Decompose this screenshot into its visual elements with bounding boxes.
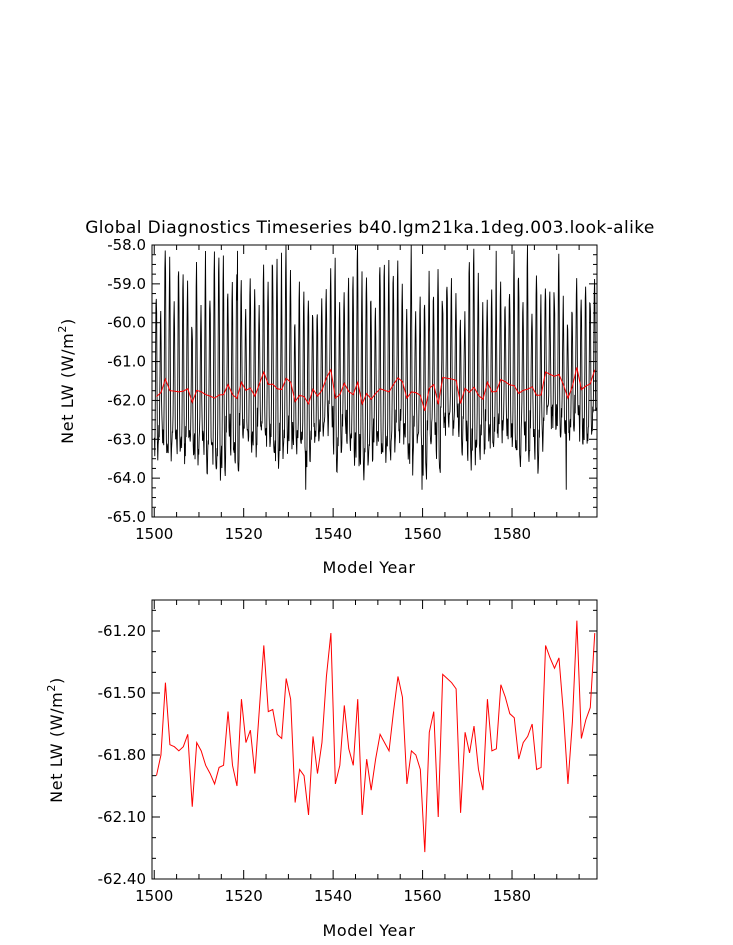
y-tick-label: -62.40 <box>98 870 146 888</box>
x-tick-label: 1580 <box>493 887 531 905</box>
top-y-axis-label: Net LW (W/m2) <box>56 318 77 444</box>
y-tick-label: -62.0 <box>107 391 146 409</box>
x-tick-label: 1500 <box>135 525 173 543</box>
y-tick-label: -61.50 <box>98 684 146 702</box>
y-tick-label: -61.80 <box>98 746 146 764</box>
y-tick-label: -61.0 <box>107 353 146 371</box>
bottom-panel: -62.40-62.10-61.80-61.50-61.20 1500 1520 1… <box>45 599 598 940</box>
y-tick-label: -61.20 <box>98 622 146 640</box>
x-tick-label: 1580 <box>493 525 531 543</box>
annual-mean-series-line <box>155 620 596 853</box>
y-tick-label: -65.0 <box>107 508 146 526</box>
x-tick-label: 1560 <box>403 887 441 905</box>
bottom-y-axis-label: Net LW (W/m2) <box>45 677 66 803</box>
top-ytick-labels: -65.0 -64.0 -63.0 -62.0 -61.0 -60.0 -59.0 -58.0 <box>107 236 146 526</box>
bottom-plot-frame <box>151 599 598 880</box>
y-tick-label: -58.0 <box>107 236 146 254</box>
y-tick-label: -59.0 <box>107 275 146 293</box>
x-tick-label: 1540 <box>314 887 352 905</box>
top-x-axis-label: Model Year <box>323 558 416 577</box>
x-tick-label: 1560 <box>403 525 441 543</box>
y-tick-label: -60.0 <box>107 314 146 332</box>
y-tick-label: -64.0 <box>107 469 146 487</box>
monthly-series-line <box>153 244 598 490</box>
bottom-ytick-labels: -62.40 -62.10 -61.80 -61.50 -61.20 <box>98 622 146 888</box>
bottom-ticks <box>152 600 597 880</box>
top-series-lines <box>153 244 598 490</box>
x-tick-label: 1500 <box>135 887 173 905</box>
top-panel: -65.0 -64.0 -63.0 -62.0 -61.0 -60.0 -59.0 -58.0… <box>56 236 598 577</box>
top-xtick-labels: 1500 1520 1540 1560 1580 <box>135 525 531 543</box>
x-tick-label: 1520 <box>225 887 263 905</box>
bottom-series-lines <box>155 620 596 853</box>
bottom-xtick-labels: 1500 1520 1540 1560 1580 <box>135 887 531 905</box>
y-tick-label: -63.0 <box>107 430 146 448</box>
annual-mean-series-line <box>156 367 596 412</box>
y-tick-label: -62.10 <box>98 808 146 826</box>
x-tick-label: 1520 <box>225 525 263 543</box>
bottom-x-axis-label: Model Year <box>323 921 416 940</box>
chart-title: Global Diagnostics Timeseries b40.lgm21k… <box>85 218 655 238</box>
x-tick-label: 1540 <box>314 525 352 543</box>
